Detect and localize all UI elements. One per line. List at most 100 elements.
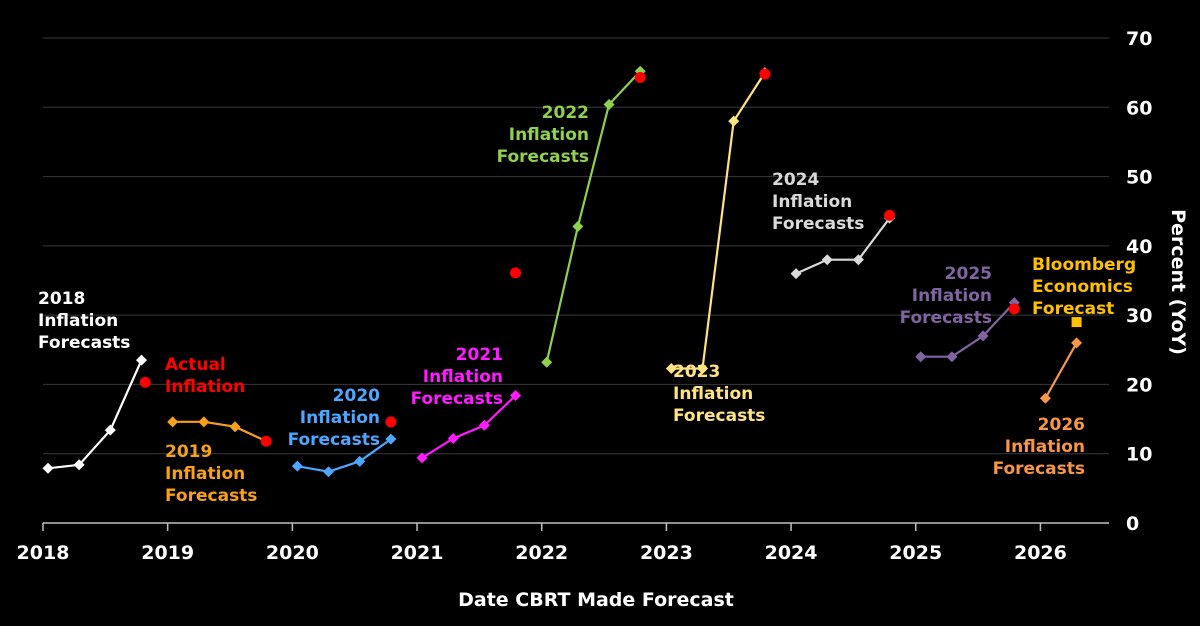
y-tick-label: 50 <box>1126 167 1152 189</box>
series-label-line: Forecast <box>1032 299 1114 319</box>
forecast-point <box>977 330 989 342</box>
series-label-line: Forecasts <box>993 459 1085 479</box>
series-label-line: Forecasts <box>673 406 765 426</box>
grid-lines <box>43 37 1109 455</box>
series-label-line: Economics <box>1032 277 1133 297</box>
forecast-point <box>291 460 303 472</box>
series-label-line: Inflation <box>509 125 589 145</box>
forecast-point <box>541 356 553 368</box>
forecast-point <box>1039 392 1051 404</box>
series-label-line: Forecasts <box>288 430 380 450</box>
forecast-point <box>728 115 740 127</box>
series-line-2023 <box>671 72 766 370</box>
series-line-2026 <box>1044 342 1078 399</box>
y-tick-label: 70 <box>1126 28 1152 50</box>
x-tick-label: 2020 <box>266 542 319 564</box>
series-label-line: 2021 <box>456 345 503 365</box>
actual-inflation-dot <box>634 71 646 83</box>
series-label-line: Forecasts <box>497 147 589 167</box>
forecast-point <box>135 354 147 366</box>
forecast-point <box>167 416 179 428</box>
series-label-line: 2020 <box>333 386 380 406</box>
forecast-point <box>73 459 85 471</box>
actual-inflation-dot <box>884 209 896 221</box>
series-label-line: Inflation <box>673 384 753 404</box>
forecast-point <box>447 432 459 444</box>
series-label-line: Inflation <box>165 464 245 484</box>
forecast-point <box>42 462 54 474</box>
forecast-point <box>478 419 490 431</box>
forecast-point <box>697 362 709 374</box>
forecast-point <box>946 351 958 363</box>
forecast-point <box>572 220 584 232</box>
y-axis-ticks: 0 10 20 30 40 50 60 70 <box>1126 28 1152 535</box>
y-tick-label: 10 <box>1126 444 1152 466</box>
series-label-line: Inflation <box>165 377 245 397</box>
actual-inflation-dot <box>510 267 522 279</box>
bloomberg-forecast-point <box>1071 317 1082 328</box>
series-label-line: 2023 <box>673 362 720 382</box>
forecast-point <box>198 416 210 428</box>
series-line-2022 <box>545 70 642 363</box>
x-tick-label: 2024 <box>765 542 818 564</box>
x-axis-title: Date CBRT Made Forecast <box>458 589 734 611</box>
series-label-line: Inflation <box>300 408 380 428</box>
x-tick-label: 2021 <box>391 542 444 564</box>
series-label-line: 2022 <box>542 103 589 123</box>
series-label-line: Bloomberg <box>1032 255 1136 275</box>
series-line-2018 <box>47 359 143 470</box>
series-label-line: Forecasts <box>772 214 864 234</box>
x-axis-ticks: 2018 2019 2020 2021 2022 2023 2024 2025 2026 <box>17 523 1067 564</box>
series-label-line: Forecasts <box>38 333 130 353</box>
actual-inflation-dot <box>260 435 272 447</box>
x-tick-label: 2025 <box>889 542 942 564</box>
series-label-line: Inflation <box>772 192 852 212</box>
series-label-line: 2018 <box>38 289 85 309</box>
series-label-line: 2024 <box>772 170 819 190</box>
actual-inflation-dot <box>139 376 151 388</box>
actual-inflation-points <box>139 68 1020 447</box>
forecast-point <box>603 99 615 111</box>
actual-inflation-dot <box>385 416 397 428</box>
series-label-line: Forecasts <box>900 308 992 328</box>
series-label-line: Inflation <box>423 367 503 387</box>
y-tick-label: 30 <box>1126 305 1152 327</box>
y-tick-label: 20 <box>1126 374 1152 396</box>
forecast-point <box>852 254 864 266</box>
series-label-line: 2025 <box>945 264 992 284</box>
forecast-point <box>354 455 366 467</box>
actual-inflation-dot <box>1008 303 1020 315</box>
series-line-2019 <box>172 420 267 443</box>
actual-inflation-dot <box>759 68 771 80</box>
forecast-point <box>385 433 397 445</box>
forecast-point <box>510 390 522 402</box>
series-line-2025 <box>920 301 1016 358</box>
forecast-point <box>323 466 335 478</box>
forecast-point <box>1071 337 1083 349</box>
series-label-line: Inflation <box>1005 437 1085 457</box>
x-tick-label: 2026 <box>1014 542 1067 564</box>
forecast-point <box>821 254 833 266</box>
y-tick-label: 40 <box>1126 236 1152 258</box>
bloomberg-forecast-marker <box>1071 317 1082 328</box>
series-label-line: 2019 <box>165 442 212 462</box>
series-label-line: Forecasts <box>165 486 257 506</box>
forecast-point <box>416 452 428 464</box>
x-tick-label: 2023 <box>640 542 693 564</box>
series-line-2021 <box>421 394 517 459</box>
y-axis-title: Percent (YoY) <box>1167 209 1189 355</box>
x-tick-label: 2019 <box>141 542 194 564</box>
y-tick-label: 60 <box>1126 97 1152 119</box>
forecast-point <box>790 268 802 280</box>
series-label-line: Inflation <box>38 311 118 331</box>
forecast-point <box>104 424 116 436</box>
forecast-point <box>229 421 241 433</box>
series-label-line: 2026 <box>1038 415 1085 435</box>
forecast-point <box>915 351 927 363</box>
series-line-2024 <box>795 217 891 275</box>
series-label-line: Actual <box>165 355 226 375</box>
series-label-line: Inflation <box>912 286 992 306</box>
series-line-2020 <box>297 438 392 473</box>
series-labels: 2018InflationForecasts2019InflationForec… <box>38 103 1136 506</box>
